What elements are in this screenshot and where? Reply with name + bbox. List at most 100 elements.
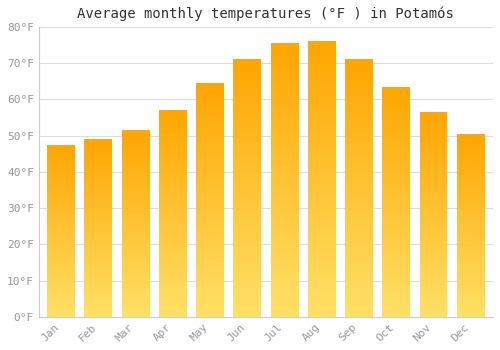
Bar: [382, 124, 410, 127]
Bar: [159, 139, 187, 141]
Bar: [196, 270, 224, 273]
Bar: [345, 294, 373, 297]
Bar: [308, 303, 336, 307]
Bar: [159, 257, 187, 260]
Bar: [270, 43, 298, 47]
Bar: [420, 155, 448, 158]
Bar: [457, 214, 484, 216]
Bar: [270, 303, 298, 307]
Bar: [270, 156, 298, 159]
Bar: [382, 305, 410, 308]
Bar: [457, 315, 484, 317]
Bar: [345, 272, 373, 275]
Bar: [196, 94, 224, 98]
Bar: [122, 165, 150, 167]
Bar: [457, 218, 484, 221]
Bar: [382, 300, 410, 302]
Bar: [382, 285, 410, 288]
Bar: [308, 245, 336, 248]
Bar: [84, 272, 112, 275]
Bar: [457, 269, 484, 271]
Bar: [84, 264, 112, 266]
Bar: [84, 306, 112, 308]
Bar: [47, 241, 75, 244]
Bar: [196, 314, 224, 317]
Bar: [457, 189, 484, 191]
Bar: [122, 139, 150, 142]
Bar: [234, 208, 262, 211]
Bar: [420, 209, 448, 212]
Bar: [308, 238, 336, 241]
Bar: [345, 233, 373, 236]
Bar: [234, 79, 262, 82]
Bar: [345, 256, 373, 259]
Bar: [47, 289, 75, 291]
Bar: [382, 314, 410, 317]
Bar: [345, 227, 373, 230]
Bar: [159, 283, 187, 286]
Bar: [47, 291, 75, 293]
Bar: [457, 180, 484, 182]
Bar: [308, 103, 336, 107]
Bar: [234, 204, 262, 208]
Bar: [420, 173, 448, 176]
Bar: [234, 224, 262, 227]
Bar: [84, 248, 112, 250]
Bar: [234, 298, 262, 301]
Bar: [234, 259, 262, 262]
Bar: [270, 190, 298, 194]
Bar: [122, 167, 150, 170]
Bar: [122, 265, 150, 268]
Bar: [382, 219, 410, 222]
Bar: [84, 290, 112, 292]
Bar: [345, 252, 373, 256]
Bar: [122, 160, 150, 163]
Bar: [122, 130, 150, 132]
Bar: [345, 66, 373, 69]
Bar: [420, 240, 448, 243]
Bar: [159, 247, 187, 250]
Bar: [159, 268, 187, 270]
Bar: [270, 241, 298, 245]
Bar: [420, 148, 448, 150]
Bar: [159, 299, 187, 301]
Bar: [234, 104, 262, 108]
Bar: [308, 279, 336, 282]
Bar: [47, 203, 75, 205]
Bar: [159, 152, 187, 154]
Bar: [382, 233, 410, 236]
Bar: [84, 241, 112, 244]
Bar: [159, 304, 187, 307]
Bar: [84, 141, 112, 144]
Bar: [122, 261, 150, 263]
Bar: [420, 307, 448, 309]
Bar: [420, 196, 448, 199]
Bar: [234, 66, 262, 69]
Bar: [308, 231, 336, 234]
Bar: [84, 219, 112, 221]
Bar: [84, 195, 112, 197]
Bar: [47, 196, 75, 198]
Bar: [159, 146, 187, 149]
Bar: [122, 247, 150, 249]
Bar: [308, 159, 336, 162]
Bar: [84, 139, 112, 141]
Bar: [234, 166, 262, 169]
Bar: [234, 314, 262, 317]
Bar: [382, 222, 410, 225]
Bar: [234, 178, 262, 182]
Bar: [457, 221, 484, 223]
Bar: [270, 255, 298, 259]
Bar: [382, 239, 410, 242]
Bar: [234, 294, 262, 297]
Bar: [122, 156, 150, 158]
Bar: [345, 275, 373, 278]
Bar: [420, 281, 448, 284]
Bar: [122, 207, 150, 209]
Bar: [196, 83, 224, 86]
Bar: [270, 231, 298, 235]
Bar: [345, 301, 373, 304]
Bar: [420, 130, 448, 132]
Bar: [420, 176, 448, 178]
Bar: [47, 201, 75, 203]
